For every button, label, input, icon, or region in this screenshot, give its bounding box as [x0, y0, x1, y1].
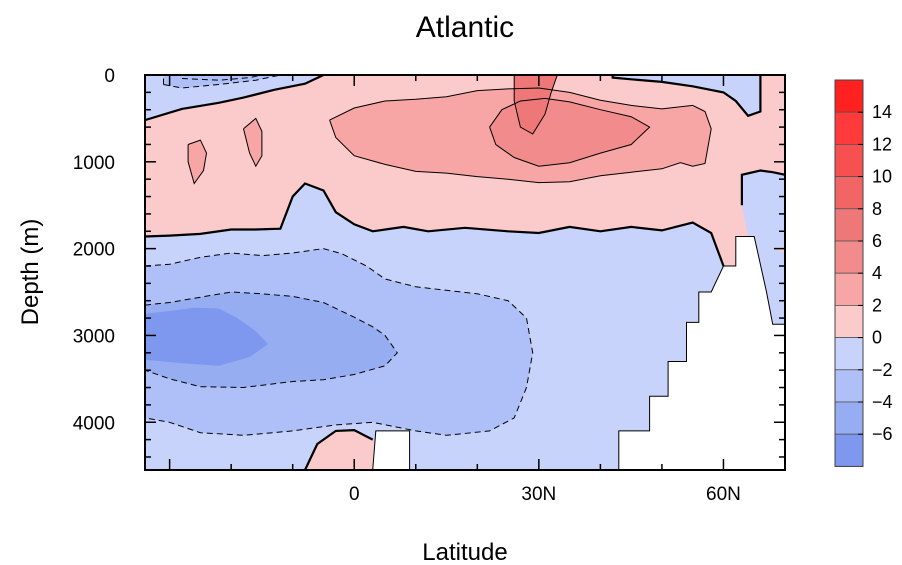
- y-tick-label: 3000: [73, 326, 115, 347]
- contour-line-0: [145, 182, 737, 293]
- contour-line-7: [513, 75, 558, 135]
- colorbar-box: [834, 401, 864, 435]
- x-axis-label: Latitude: [422, 539, 507, 565]
- contour-fill-region-14: [305, 430, 385, 470]
- land-mask: [372, 236, 785, 470]
- colorbar-label: 2: [872, 295, 882, 315]
- colorbar-box: [834, 240, 864, 274]
- y-axis-label: Depth (m): [17, 219, 44, 326]
- contour-line-9: [187, 139, 208, 185]
- colorbar-label: 0: [872, 328, 882, 348]
- contour-line-8: [243, 117, 263, 168]
- colorbar-box: [834, 304, 864, 338]
- colorbar-box: [834, 79, 864, 113]
- x-tick-label: 0: [349, 484, 360, 505]
- colorbar-box: [834, 433, 864, 467]
- contour-lines: [145, 75, 785, 470]
- plot-area: [145, 75, 785, 470]
- contour-line-2: [611, 75, 762, 118]
- contour-fill-region-13: [741, 170, 785, 249]
- filled-contours: [145, 75, 785, 470]
- contour-line-6: [489, 97, 651, 167]
- contour-fill-region-10: [514, 75, 558, 134]
- contour-line-4: [304, 428, 374, 470]
- colorbar-label: 6: [872, 231, 882, 251]
- colorbar-label: 8: [872, 199, 882, 219]
- x-tick-label: 60N: [706, 484, 741, 505]
- x-tick-label: 30N: [521, 484, 556, 505]
- contour-fill-region-11: [243, 118, 262, 167]
- x-axis-ticks: 0 30N 60N: [168, 75, 786, 505]
- contour-line-11: [145, 291, 398, 389]
- contour-line-13: [163, 75, 281, 89]
- colorbar-box: [834, 176, 864, 210]
- chart-title: Atlantic: [416, 11, 514, 44]
- contour-line-3: [740, 169, 785, 206]
- colorbar-label: 10: [872, 167, 892, 187]
- colorbar-label: 14: [872, 102, 892, 122]
- colorbar-box: [834, 337, 864, 371]
- y-axis-ticks: 0 1000 2000 3000 4000: [73, 66, 785, 458]
- y-tick-label: 0: [104, 66, 115, 87]
- contour-fill-region-4: [145, 307, 269, 366]
- colorbar-box: [834, 143, 864, 177]
- colorbar-label: −4: [872, 392, 893, 412]
- contour-line-10: [145, 248, 534, 436]
- colorbar-box: [834, 272, 864, 306]
- y-tick-label: 4000: [73, 413, 115, 434]
- contour-fill-region-6: [163, 75, 281, 88]
- contour-line-14: [181, 75, 263, 81]
- colorbar-label: 12: [872, 134, 892, 154]
- colorbar-box: [834, 208, 864, 242]
- y-tick-label: 1000: [73, 153, 115, 174]
- land-mask-region-0: [372, 430, 411, 470]
- colorbar-box: [834, 369, 864, 403]
- contour-line-1: [145, 75, 324, 122]
- contour-line-5: [329, 87, 712, 184]
- colorbar-label: −6: [872, 424, 893, 444]
- plot-frame: [144, 74, 786, 471]
- y-tick-label: 2000: [73, 240, 115, 261]
- colorbar-label: 4: [872, 263, 882, 283]
- colorbar-box: [834, 111, 864, 145]
- colorbar-label: −2: [872, 360, 893, 380]
- colorbar: 14 12 10 8 6 4 2 0 −2 −4 −6: [834, 79, 893, 467]
- land-mask-region-1: [618, 236, 785, 470]
